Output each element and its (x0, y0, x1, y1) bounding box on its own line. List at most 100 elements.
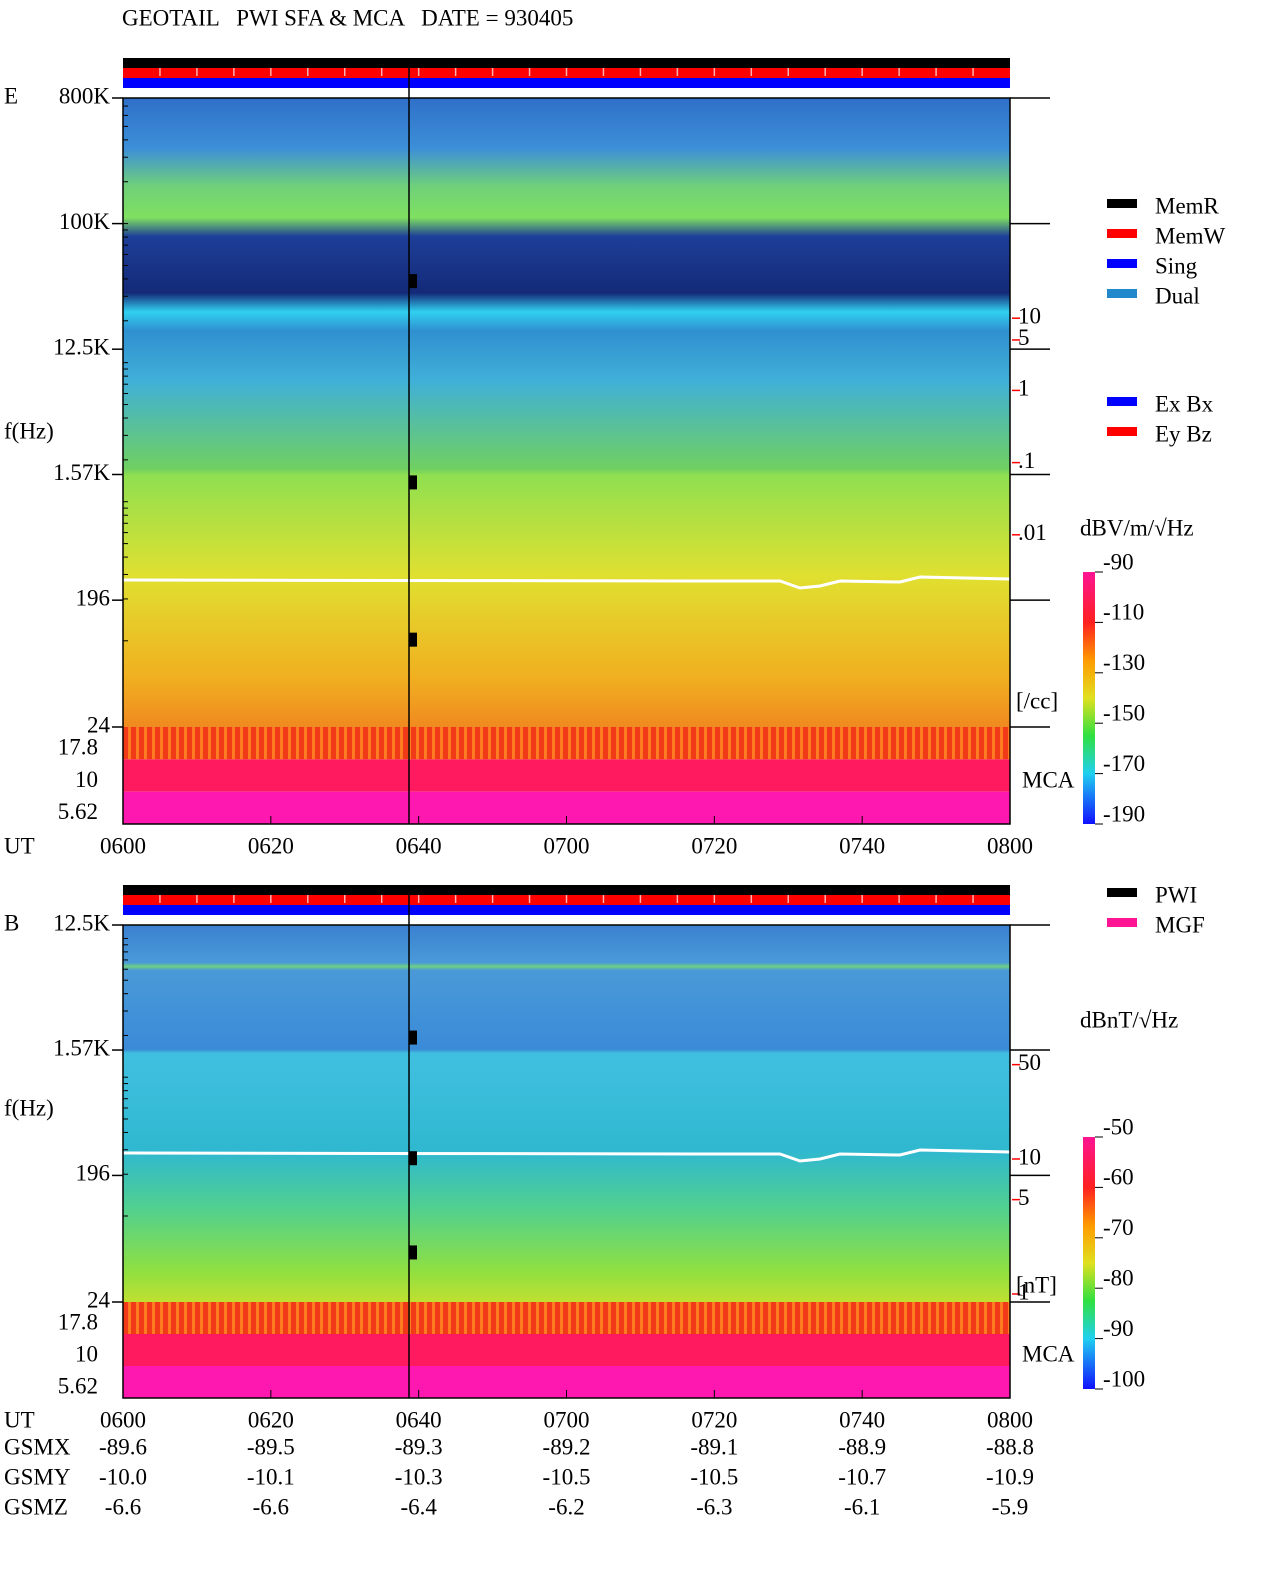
y-tick-label: 1.57K (53, 1035, 110, 1060)
y-tick-label: 24 (87, 712, 111, 737)
mca-channel-label: 10 (75, 1341, 98, 1366)
panel-label: E (4, 83, 18, 108)
orbit-value: -6.1 (844, 1494, 880, 1519)
legend-swatch (1107, 918, 1137, 927)
status-bar (123, 78, 1010, 88)
mca-channel-label: 10 (75, 767, 98, 792)
mca-label: MCA (1022, 767, 1075, 792)
y2-tick-label: 10 (1018, 1144, 1041, 1169)
y-tick-label: 24 (87, 1287, 111, 1312)
legend-label: Ex Bx (1155, 391, 1214, 416)
mca-band (123, 1302, 1010, 1334)
mca-channel-label: 17.8 (58, 734, 98, 759)
x-tick-label: 0600 (100, 833, 146, 858)
orbit-value: -10.5 (543, 1464, 591, 1489)
orbit-value: -88.9 (838, 1434, 886, 1459)
colorbar-tick-label: -100 (1103, 1366, 1145, 1391)
orbit-value: -6.6 (253, 1494, 289, 1519)
legend-label: MGF (1155, 912, 1205, 937)
x-tick-label: 0800 (987, 1407, 1033, 1432)
spectrogram (123, 98, 1010, 727)
gap-mark (409, 475, 417, 490)
colorbar-tick-label: -70 (1103, 1215, 1134, 1240)
colorbar-tick-label: -190 (1103, 801, 1145, 826)
mca-band (123, 727, 1010, 760)
mca-band (123, 759, 1010, 792)
orbit-value: -89.2 (543, 1434, 591, 1459)
orbit-value: -89.6 (99, 1434, 147, 1459)
orbit-value: -10.0 (99, 1464, 147, 1489)
legend-swatch (1107, 289, 1137, 298)
legend-label: PWI (1155, 882, 1197, 907)
y2-tick-label: .1 (1018, 448, 1035, 473)
x-tick-label: 0620 (248, 833, 294, 858)
x-tick-label: 0640 (396, 1407, 442, 1432)
colorbar-label: dBnT/√Hz (1080, 1007, 1178, 1032)
y-tick-label: 12.5K (53, 910, 110, 935)
panel-label: B (4, 910, 19, 935)
y2-tick-label: 1 (1018, 1279, 1030, 1304)
legend-swatch (1107, 229, 1137, 238)
x-tick-label: 0720 (691, 1407, 737, 1432)
orbit-value: -6.4 (400, 1494, 437, 1519)
legend-swatch (1107, 397, 1137, 406)
colorbar-tick-label: -170 (1103, 751, 1145, 776)
orbit-value: -10.9 (986, 1464, 1034, 1489)
orbit-value: -89.3 (395, 1434, 443, 1459)
mca-channel-label: 17.8 (58, 1309, 98, 1334)
y2-label: [nT] (1016, 1272, 1057, 1297)
gap-mark (409, 1151, 417, 1166)
x-tick-label: 0600 (100, 1407, 146, 1432)
y-tick-label: 12.5K (53, 334, 110, 359)
x-tick-label: 0740 (839, 833, 885, 858)
colorbar-tick-label: -90 (1103, 549, 1134, 574)
colorbar-tick-label: -110 (1103, 600, 1144, 625)
orbit-value: -89.5 (247, 1434, 295, 1459)
orbit-value: -89.1 (690, 1434, 738, 1459)
x-tick-label: 0620 (248, 1407, 294, 1432)
mca-label: MCA (1022, 1341, 1075, 1366)
y2-label: [/cc] (1016, 688, 1058, 713)
colorbar (1083, 572, 1095, 824)
legend-label: Ey Bz (1155, 421, 1212, 446)
legend-swatch (1107, 259, 1137, 268)
x-tick-label: 0720 (691, 833, 737, 858)
legend-label: MemR (1155, 193, 1220, 218)
status-bar (123, 58, 1010, 68)
gap-mark (409, 632, 417, 647)
gap-mark (409, 1245, 417, 1260)
legend-label: Dual (1155, 283, 1200, 308)
y2-tick-label: 5 (1018, 1185, 1030, 1210)
x-tick-label: 0700 (544, 833, 590, 858)
legend-swatch (1107, 199, 1137, 208)
y2-tick-label: 50 (1018, 1050, 1041, 1075)
legend-swatch (1107, 888, 1137, 897)
y-tick-label: 196 (76, 1161, 111, 1186)
spectrogram (123, 925, 1010, 1302)
colorbar-tick-label: -90 (1103, 1316, 1134, 1341)
y2-tick-label: 10 (1018, 303, 1041, 328)
colorbar-tick-label: -50 (1103, 1114, 1134, 1139)
gap-mark (409, 274, 417, 289)
y-tick-label: 800K (59, 83, 111, 108)
y2-tick-label: 5 (1018, 325, 1030, 350)
orbit-value: -10.7 (838, 1464, 886, 1489)
orbit-value: -10.5 (690, 1464, 738, 1489)
mca-channel-label: 5.62 (58, 1373, 98, 1398)
x-tick-label: 0700 (544, 1407, 590, 1432)
mca-channel-label: 5.62 (58, 799, 98, 824)
orbit-label: GSMZ (4, 1494, 68, 1519)
y2-tick-label: 1 (1018, 376, 1030, 401)
orbit-label: GSMY (4, 1464, 71, 1489)
legend-label: MemW (1155, 223, 1226, 248)
colorbar (1083, 1137, 1095, 1389)
colorbar-tick-label: -130 (1103, 650, 1145, 675)
mca-band (123, 1334, 1010, 1366)
orbit-value: -6.2 (548, 1494, 584, 1519)
status-bar (123, 905, 1010, 915)
x-tick-label: 0740 (839, 1407, 885, 1432)
colorbar-tick-label: -150 (1103, 700, 1145, 725)
x-tick-label: 0800 (987, 833, 1033, 858)
orbit-value: -6.6 (105, 1494, 141, 1519)
